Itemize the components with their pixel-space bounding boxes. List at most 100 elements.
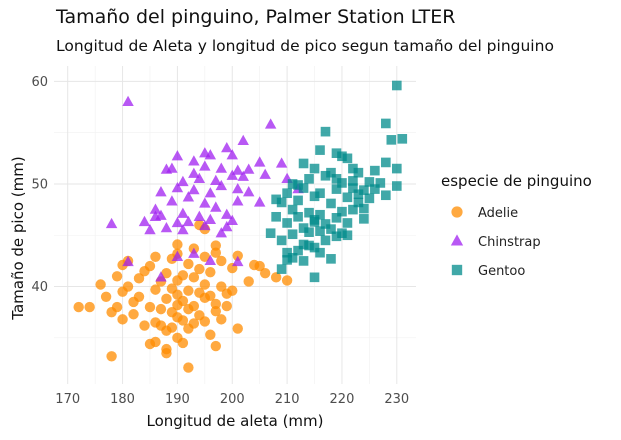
gentoo-point: [315, 145, 325, 155]
gentoo-point: [370, 165, 380, 176]
chinstrap-point: [171, 216, 184, 228]
adelie-point: [155, 303, 167, 315]
chinstrap-point: [204, 213, 217, 225]
adelie-point: [177, 295, 189, 307]
adelie-point: [199, 251, 211, 262]
adelie-point: [216, 255, 227, 267]
y-tick-label: 60: [31, 75, 48, 90]
legend-marker-adelie: [451, 206, 463, 218]
adelie-point: [188, 272, 200, 283]
adelie-point: [161, 268, 172, 279]
points-layer: [73, 80, 408, 373]
chinstrap-point: [275, 157, 288, 168]
gentoo-point: [304, 207, 314, 218]
gentoo-point: [320, 170, 331, 181]
chinstrap-point: [171, 250, 184, 261]
legend-title: especie de pinguino: [441, 172, 592, 190]
legend-key-chinstrap: [450, 234, 464, 246]
adelie-point: [161, 293, 172, 305]
adelie-point: [188, 300, 200, 312]
adelie-point: [210, 305, 222, 317]
gentoo-point: [298, 239, 309, 250]
x-tick-label: 200: [220, 392, 245, 407]
gentoo-point: [293, 195, 303, 206]
chinstrap-point: [188, 155, 200, 166]
chinstrap-point: [210, 201, 222, 212]
chinstrap-point: [199, 197, 211, 208]
chinstrap-point: [210, 174, 222, 186]
chinstrap-point: [253, 156, 266, 167]
chinstrap-point: [253, 196, 266, 207]
gentoo-point: [282, 188, 292, 199]
gentoo-point: [293, 211, 303, 222]
chinstrap-point: [221, 220, 233, 232]
adelie-point: [150, 284, 161, 295]
adelie-point: [194, 263, 205, 275]
series-chinstrap: [105, 95, 304, 282]
chinstrap-point: [188, 247, 200, 258]
adelie-point: [216, 281, 227, 292]
gentoo-point: [298, 183, 309, 193]
series-adelie: [73, 219, 293, 373]
gentoo-point: [315, 209, 325, 220]
adelie-point: [106, 351, 117, 362]
adelie-point: [95, 279, 106, 290]
gentoo-point: [364, 177, 375, 187]
adelie-point: [254, 260, 265, 272]
chinstrap-point: [182, 191, 195, 202]
gentoo-point: [331, 148, 342, 159]
chinstrap-point: [232, 255, 244, 267]
gentoo-point: [309, 272, 320, 283]
gentoo-point: [315, 188, 325, 199]
legend-key-adelie: [451, 206, 463, 218]
legend-marker-gentoo: [451, 264, 463, 276]
gentoo-point: [353, 197, 364, 208]
gentoo-point: [381, 190, 391, 201]
gentoo-point: [359, 214, 369, 224]
adelie-point: [166, 322, 178, 333]
gentoo-point: [304, 174, 314, 184]
adelie-point: [111, 271, 123, 282]
gentoo-point: [320, 126, 331, 137]
adelie-point: [199, 316, 211, 327]
gentoo-point: [298, 158, 309, 169]
chinstrap-point: [204, 254, 217, 266]
chinstrap-point: [188, 183, 200, 195]
chinstrap-point: [155, 186, 167, 197]
y-axis-label: Tamaño de pico (mm): [9, 156, 27, 320]
gentoo-point: [326, 167, 336, 178]
gentoo-point: [271, 194, 281, 205]
gentoo-point: [359, 203, 369, 214]
chinstrap-point: [155, 271, 167, 282]
chinstrap-point: [237, 170, 249, 181]
gentoo-point: [309, 242, 320, 253]
gentoo-point: [381, 118, 391, 129]
gentoo-point: [342, 230, 353, 241]
gentoo-point: [326, 198, 336, 209]
adelie-point: [183, 362, 194, 373]
gentoo-point: [287, 179, 298, 189]
gentoo-point: [391, 181, 402, 191]
chinstrap-point: [226, 149, 238, 160]
gentoo-point: [348, 204, 358, 215]
chinstrap-point: [215, 162, 228, 173]
chinstrap-point: [182, 215, 195, 227]
adelie-point: [111, 301, 123, 313]
gentoo-point: [265, 228, 276, 239]
chinstrap-point: [221, 208, 233, 219]
legend-label-adelie: Adelie: [478, 206, 518, 221]
chinstrap-point: [166, 162, 178, 173]
adelie-point: [243, 276, 254, 287]
gentoo-point: [391, 80, 402, 91]
gentoo-point: [309, 217, 320, 227]
adelie-point: [144, 301, 156, 313]
x-tick-label: 190: [165, 392, 190, 407]
adelie-point: [177, 337, 189, 349]
adelie-point: [205, 290, 216, 301]
adelie-point: [259, 268, 271, 279]
gentoo-point: [391, 163, 402, 174]
adelie-point: [281, 275, 293, 286]
adelie-point: [270, 272, 282, 283]
adelie-point: [232, 250, 243, 261]
gentoo-point: [287, 253, 298, 263]
